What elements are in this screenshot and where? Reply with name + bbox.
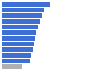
Bar [2,19,40,24]
Bar [2,30,36,35]
Bar [2,13,42,18]
Bar [2,2,50,7]
Bar [2,25,38,29]
Bar [2,36,35,41]
Bar [2,59,30,63]
Bar [2,42,34,46]
Bar [2,47,33,52]
Bar [2,8,44,12]
Bar [2,64,22,69]
Bar [2,53,31,58]
